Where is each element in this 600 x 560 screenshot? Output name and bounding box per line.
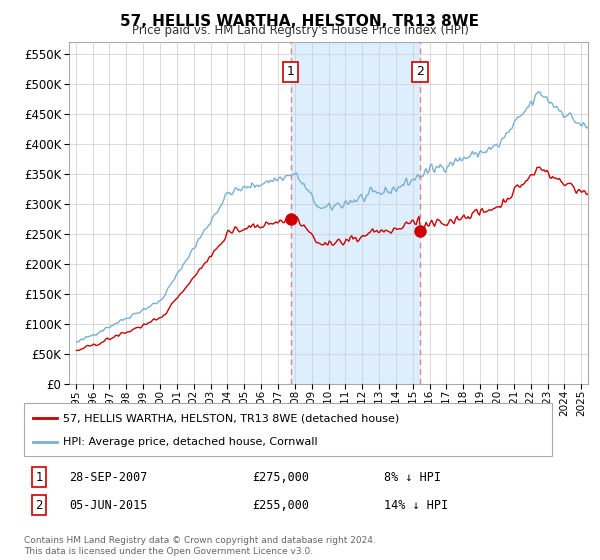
Text: 8% ↓ HPI: 8% ↓ HPI bbox=[384, 470, 441, 484]
Text: Contains HM Land Registry data © Crown copyright and database right 2024.
This d: Contains HM Land Registry data © Crown c… bbox=[24, 536, 376, 556]
Text: 14% ↓ HPI: 14% ↓ HPI bbox=[384, 498, 448, 512]
Text: 57, HELLIS WARTHA, HELSTON, TR13 8WE (detached house): 57, HELLIS WARTHA, HELSTON, TR13 8WE (de… bbox=[63, 413, 399, 423]
Text: 1: 1 bbox=[35, 470, 43, 484]
Text: 1: 1 bbox=[287, 66, 295, 78]
Text: £275,000: £275,000 bbox=[252, 470, 309, 484]
Text: 57, HELLIS WARTHA, HELSTON, TR13 8WE: 57, HELLIS WARTHA, HELSTON, TR13 8WE bbox=[121, 14, 479, 29]
Text: £255,000: £255,000 bbox=[252, 498, 309, 512]
Text: 2: 2 bbox=[35, 498, 43, 512]
Text: 2: 2 bbox=[416, 66, 424, 78]
Text: 28-SEP-2007: 28-SEP-2007 bbox=[69, 470, 148, 484]
Bar bbox=[290, 42, 420, 384]
Text: Price paid vs. HM Land Registry's House Price Index (HPI): Price paid vs. HM Land Registry's House … bbox=[131, 24, 469, 37]
Text: HPI: Average price, detached house, Cornwall: HPI: Average price, detached house, Corn… bbox=[63, 436, 317, 446]
Text: 05-JUN-2015: 05-JUN-2015 bbox=[69, 498, 148, 512]
